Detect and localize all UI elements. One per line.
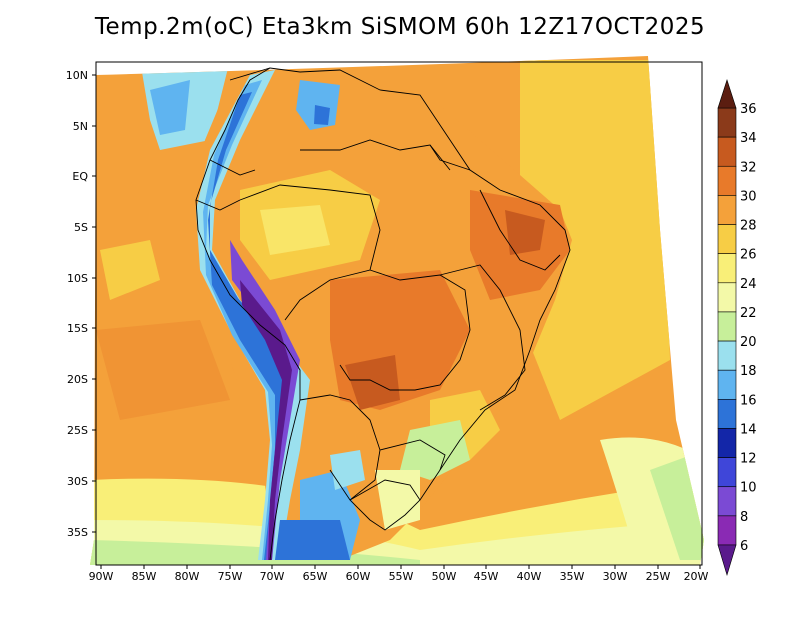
- colorbar-label: 8: [740, 510, 748, 525]
- colorbar-label: 22: [740, 306, 757, 321]
- colorbar-segment: [717, 486, 737, 517]
- colorbar: 36 34 32 30 28 26 24 22 20 18 16 14 12 10 8 6: [717, 79, 757, 577]
- colorbar-top-arrow: [717, 79, 737, 109]
- lat-label-15s: 15S: [67, 322, 88, 335]
- colorbar-label: 24: [740, 277, 757, 292]
- colorbar-label: 26: [740, 248, 757, 263]
- lon-label-45w: 45W: [474, 570, 499, 583]
- lon-label-60w: 60W: [346, 570, 371, 583]
- lat-label-35s: 35S: [67, 526, 88, 539]
- colorbar-label: 10: [740, 481, 757, 496]
- lon-label-75w: 75W: [218, 570, 243, 583]
- country-borders: [195, 67, 571, 561]
- lat-axis: 10N 5N EQ 5S 10S 15S 20S 25S 30S 35S: [66, 69, 96, 539]
- lon-label-85w: 85W: [132, 570, 157, 583]
- colorbar-label: 28: [740, 219, 757, 234]
- map-frame: [95, 61, 703, 566]
- colorbar-label: 36: [740, 102, 757, 117]
- lon-label-35w: 35W: [560, 570, 585, 583]
- colorbar-segment: [717, 428, 737, 458]
- colorbar-segment: [717, 311, 737, 342]
- colorbar-label: 34: [740, 131, 757, 146]
- lat-label-20s: 20S: [67, 373, 88, 386]
- colorbar-segment: [717, 224, 737, 254]
- lat-label-25s: 25S: [67, 424, 88, 437]
- lat-label-10n: 10N: [66, 69, 88, 82]
- colorbar-segment: [717, 107, 737, 138]
- lon-label-20w: 20W: [684, 570, 709, 583]
- colorbar-segment: [717, 195, 737, 225]
- lat-label-5s: 5S: [74, 221, 88, 234]
- colorbar-label: 12: [740, 452, 757, 467]
- colorbar-label: 14: [740, 422, 757, 437]
- lat-label-5n: 5N: [73, 120, 88, 133]
- colorbar-label: 20: [740, 335, 757, 350]
- lon-label-80w: 80W: [175, 570, 200, 583]
- lat-label-30s: 30S: [67, 475, 88, 488]
- colorbar-segment: [717, 457, 737, 488]
- lon-label-65w: 65W: [303, 570, 328, 583]
- lat-label-eq: EQ: [72, 170, 88, 183]
- colorbar-segment: [717, 515, 737, 546]
- lon-label-40w: 40W: [517, 570, 542, 583]
- colorbar-label: 18: [740, 364, 757, 379]
- lon-axis: 90W 85W 80W 75W 70W 65W 60W 55W 50W 45W …: [89, 565, 709, 583]
- colorbar-segment: [717, 253, 737, 284]
- lon-label-55w: 55W: [389, 570, 414, 583]
- lon-label-25w: 25W: [646, 570, 671, 583]
- lon-label-30w: 30W: [603, 570, 628, 583]
- map-title: Temp.2m(oC) Eta3km SiSMOM 60h 12Z17OCT20…: [94, 14, 706, 40]
- colorbar-label: 6: [740, 539, 748, 554]
- lon-label-70w: 70W: [260, 570, 285, 583]
- colorbar-segment: [717, 340, 737, 371]
- colorbar-label: 16: [740, 393, 757, 408]
- colorbar-bottom-arrow: [717, 544, 737, 577]
- colorbar-segment: [717, 369, 737, 400]
- colorbar-label: 30: [740, 189, 757, 204]
- lon-label-90w: 90W: [89, 570, 114, 583]
- lat-label-10s: 10S: [67, 272, 88, 285]
- colorbar-segment: [717, 136, 737, 167]
- colorbar-segment: [717, 165, 737, 196]
- colorbar-segment: [717, 282, 737, 313]
- colorbar-segment: [717, 399, 737, 429]
- colorbar-label: 32: [740, 160, 757, 175]
- lon-label-50w: 50W: [432, 570, 457, 583]
- temperature-field: [90, 56, 704, 565]
